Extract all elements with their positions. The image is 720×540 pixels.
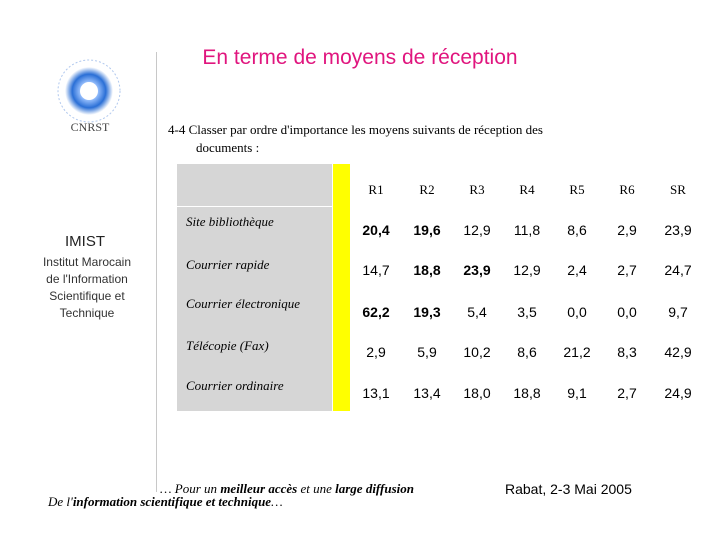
table-cell: 10,2 — [463, 344, 491, 360]
table-cell: 20,4 — [362, 222, 390, 238]
column-header: R1 — [368, 182, 384, 197]
footer-text: et une — [297, 481, 336, 496]
table-cell: 13,4 — [413, 385, 441, 401]
footer-text: … — [271, 494, 283, 509]
table-cell: 2,7 — [617, 385, 637, 401]
table-cell: 42,9 — [664, 344, 692, 360]
institution-acronym: IMIST — [65, 233, 105, 250]
table-cell: 5,9 — [417, 344, 437, 360]
footer-emphasis: large diffusion — [335, 481, 414, 496]
footer-slogan-line-1: … Pour un meilleur accès et une large di… — [160, 481, 414, 497]
question-text: 4-4 Classer par ordre d'importance les m… — [168, 121, 688, 157]
institution-line: de l'Information — [46, 272, 128, 286]
vertical-divider — [156, 52, 157, 492]
column-header: R3 — [469, 182, 485, 197]
table-cell: 3,5 — [517, 304, 537, 320]
table-cell: 18,8 — [513, 385, 541, 401]
table-cell: 5,4 — [467, 304, 487, 320]
table-cell: 18,8 — [413, 262, 441, 278]
table-cell: 8,3 — [617, 344, 637, 360]
table-cell: 23,9 — [463, 262, 491, 278]
table-cell: 62,2 — [362, 304, 390, 320]
row-label-column — [177, 164, 332, 411]
table-cell: 24,7 — [664, 262, 692, 278]
table-cell: 9,1 — [567, 385, 587, 401]
table-cell: 19,6 — [413, 222, 441, 238]
column-header: R5 — [569, 182, 585, 197]
logo-caption: CNRST — [70, 120, 110, 134]
table-cell: 12,9 — [463, 222, 491, 238]
header-separator — [177, 206, 332, 207]
footer-text: … Pour un — [160, 481, 221, 496]
table-cell: 9,7 — [668, 304, 688, 320]
footer-emphasis: information scientifique et technique — [72, 494, 272, 509]
page-title: En terme de moyens de réception — [202, 46, 518, 69]
column-header: SR — [670, 182, 686, 197]
table-cell: 18,0 — [463, 385, 491, 401]
table-cell: 2,9 — [366, 344, 386, 360]
table-cell: 14,7 — [362, 262, 390, 278]
table-cell: 13,1 — [362, 385, 390, 401]
institution-line: Institut Marocain — [42, 255, 132, 269]
footer-emphasis: meilleur accès — [220, 481, 298, 496]
row-label: Courrier ordinaire — [186, 378, 284, 393]
footer-text: De l' — [48, 494, 73, 509]
table-cell: 8,6 — [517, 344, 537, 360]
table-cell: 2,9 — [617, 222, 637, 238]
question-line-2: documents : — [196, 140, 260, 155]
question-line-1: 4-4 Classer par ordre d'importance les m… — [168, 122, 543, 137]
column-header: R4 — [519, 182, 535, 197]
cnrst-logo — [56, 58, 122, 124]
column-header: R6 — [619, 182, 635, 197]
table-cell: 19,3 — [413, 304, 441, 320]
table-cell: 11,8 — [513, 222, 541, 238]
table-cell: 23,9 — [664, 222, 692, 238]
row-label: Site bibliothèque — [186, 214, 274, 229]
footer-slogan-line-2: De l'information scientifique et techniq… — [48, 494, 283, 510]
institution-name: Institut Marocain de l'Information Scien… — [32, 254, 142, 322]
column-header: R2 — [419, 182, 435, 197]
table-cell: 21,2 — [563, 344, 591, 360]
event-date: Rabat, 2-3 Mai 2005 — [505, 481, 632, 497]
table-cell: 24,9 — [664, 385, 692, 401]
highlight-bar — [333, 164, 350, 411]
table-cell: 8,6 — [567, 222, 587, 238]
institution-line: Technique — [59, 306, 115, 320]
row-label: Télécopie (Fax) — [186, 338, 269, 353]
institution-line: Scientifique et — [49, 289, 125, 303]
table-cell: 2,7 — [617, 262, 637, 278]
table-cell: 2,4 — [567, 262, 587, 278]
table-cell: 0,0 — [617, 304, 637, 320]
row-label: Courrier rapide — [186, 257, 270, 272]
row-label: Courrier électronique — [186, 296, 300, 311]
table-cell: 12,9 — [513, 262, 541, 278]
table-cell: 0,0 — [567, 304, 587, 320]
